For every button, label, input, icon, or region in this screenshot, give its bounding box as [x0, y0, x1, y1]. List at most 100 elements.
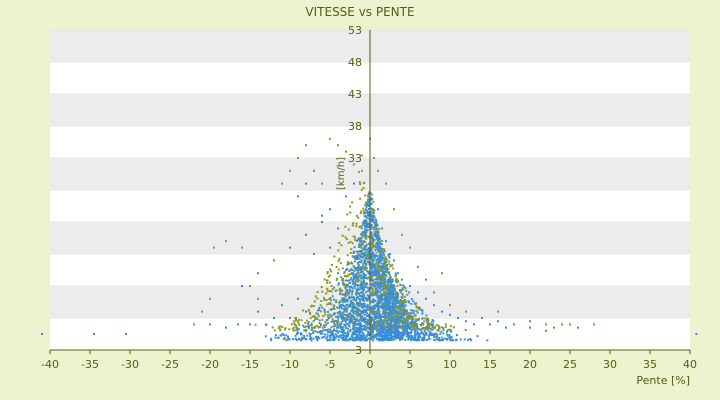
cloud-point: [388, 330, 391, 332]
cloud-point: [414, 336, 416, 339]
cloud-point: [334, 324, 337, 327]
cloud-point: [418, 336, 421, 339]
cloud-point: [399, 334, 402, 337]
chart-title: VITESSE vs PENTE: [305, 5, 414, 19]
cloud-point: [407, 312, 410, 315]
cloud-point: [408, 291, 411, 294]
cloud-point: [389, 322, 392, 325]
cloud-point: [394, 272, 397, 275]
cloud-point: [374, 224, 377, 227]
cloud-point: [355, 289, 358, 292]
cloud-point: [351, 242, 354, 245]
data-point: [505, 326, 507, 329]
cloud-point: [342, 305, 345, 307]
cloud-point: [368, 333, 370, 336]
cloud-point: [394, 316, 397, 319]
cloud-point: [359, 250, 362, 253]
cloud-point: [375, 325, 378, 328]
cloud-point: [373, 266, 376, 269]
cloud-point: [407, 326, 410, 329]
cloud-point: [455, 338, 458, 341]
cloud-point: [371, 215, 374, 217]
cloud-point: [351, 338, 354, 341]
cloud-point: [350, 314, 353, 317]
cloud-point: [387, 316, 390, 319]
cloud-point: [385, 261, 388, 263]
cloud-point: [338, 330, 341, 333]
cloud-point: [442, 327, 445, 330]
cloud-point: [405, 329, 408, 331]
cloud-point: [397, 331, 400, 334]
cloud-point: [351, 291, 354, 294]
cloud-point: [381, 282, 384, 284]
cloud-point: [376, 338, 378, 340]
cloud-point: [302, 324, 305, 327]
cloud-point: [396, 291, 399, 294]
cloud-point: [376, 235, 379, 238]
cloud-point: [397, 322, 399, 325]
cloud-point: [409, 325, 412, 328]
cloud-point: [417, 338, 420, 341]
cloud-point: [273, 329, 276, 332]
cloud-point: [380, 243, 383, 246]
cloud-point: [297, 328, 300, 331]
cloud-point: [409, 323, 412, 325]
cloud-point: [317, 335, 320, 338]
cloud-point: [349, 312, 352, 315]
cloud-point: [364, 337, 367, 339]
cloud-point: [333, 328, 336, 331]
cloud-point: [377, 307, 380, 310]
cloud-point: [378, 240, 381, 243]
cloud-point: [354, 320, 357, 323]
cloud-point: [321, 329, 324, 332]
cloud-point: [421, 317, 424, 320]
cloud-point: [329, 336, 332, 339]
cloud-point: [332, 307, 335, 310]
cloud-point: [355, 303, 358, 306]
cloud-point: [314, 318, 317, 321]
cloud-point: [380, 330, 383, 333]
cloud-point: [368, 253, 371, 256]
cloud-point: [346, 335, 349, 337]
cloud-point: [307, 309, 310, 312]
cloud-point: [469, 338, 472, 341]
data-point: [297, 157, 299, 159]
cloud-point: [354, 236, 356, 239]
cloud-point: [354, 257, 357, 260]
cloud-point: [415, 326, 418, 329]
cloud-point: [377, 328, 380, 331]
cloud-point: [361, 232, 364, 235]
cloud-point: [363, 262, 366, 265]
cloud-point: [358, 298, 361, 300]
cloud-point: [358, 264, 360, 267]
cloud-point: [358, 225, 361, 228]
cloud-point: [379, 322, 381, 325]
cloud-point: [332, 298, 335, 301]
cloud-point: [318, 322, 321, 325]
cloud-point: [356, 311, 359, 314]
cloud-point: [382, 322, 385, 325]
cloud-point: [435, 332, 438, 335]
cloud-point: [353, 266, 356, 269]
cloud-point: [353, 331, 356, 334]
data-point: [93, 333, 95, 335]
cloud-point: [376, 266, 379, 269]
cloud-point: [351, 201, 354, 204]
cloud-point: [404, 287, 407, 290]
cloud-point: [357, 287, 360, 290]
cloud-point: [345, 290, 348, 293]
cloud-point: [401, 300, 403, 303]
cloud-point: [335, 333, 337, 336]
cloud-point: [326, 287, 329, 290]
cloud-point: [356, 314, 359, 317]
cloud-point: [328, 338, 331, 341]
cloud-point: [371, 262, 373, 265]
cloud-point: [388, 298, 391, 301]
cloud-point: [351, 333, 354, 335]
cloud-point: [345, 307, 348, 310]
cloud-point: [386, 270, 389, 273]
cloud-point: [380, 315, 383, 317]
cloud-point: [367, 326, 370, 329]
cloud-point: [380, 289, 383, 292]
cloud-point: [323, 278, 326, 281]
